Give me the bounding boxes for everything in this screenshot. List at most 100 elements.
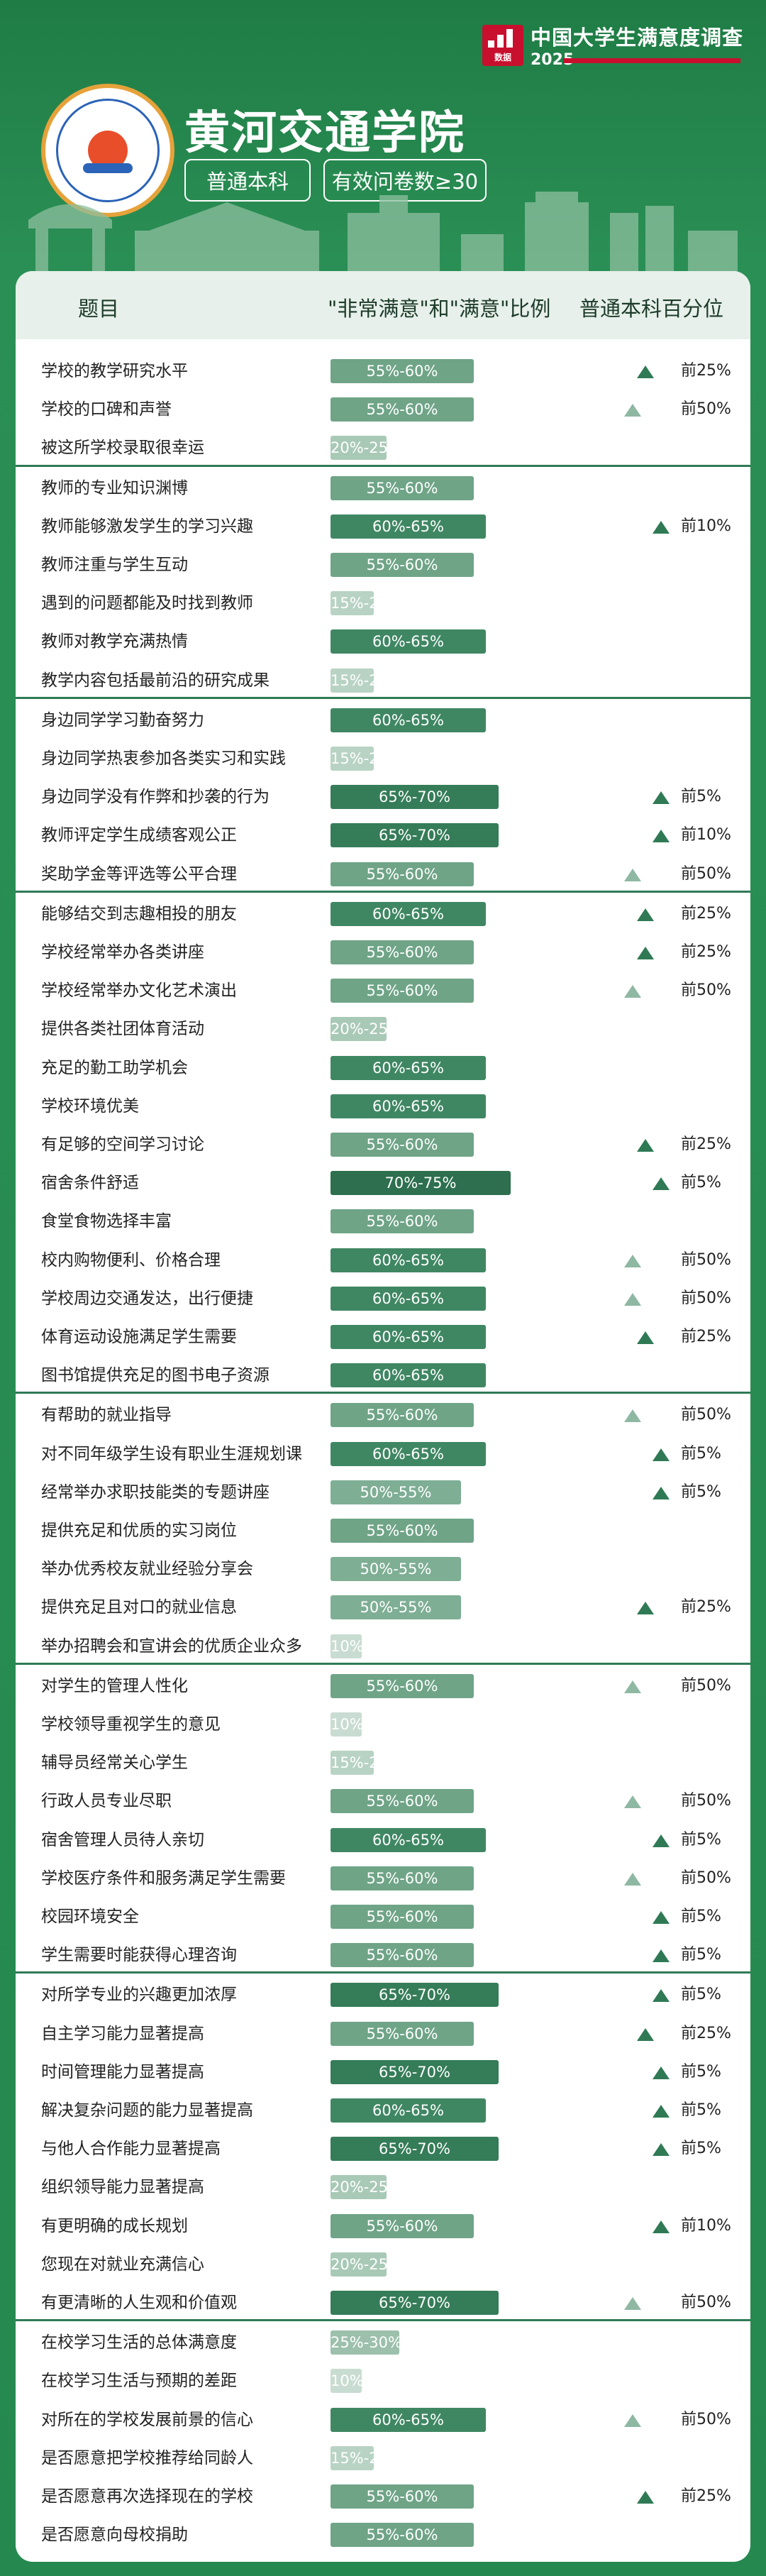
percentile-triangle-icon <box>653 520 670 534</box>
group-separator <box>16 1662 750 1665</box>
ratio-bar: 55%-60% <box>331 1209 474 1234</box>
ratio-bar: 60%-65% <box>331 1441 486 1466</box>
table-row: 有足够的空间学习讨论 55%-60% 前25% <box>16 1125 750 1164</box>
ratio-bar: 60%-65% <box>331 901 486 926</box>
brand-logo-text: 数据 <box>494 52 511 62</box>
table-row: 提供各类社团体育活动 20%-25% <box>16 1010 750 1048</box>
percentile-triangle-icon <box>624 985 641 998</box>
percentile-triangle-icon <box>637 1602 654 1615</box>
row-label: 提供充足且对口的就业信息 <box>41 1598 237 1617</box>
percentile-triangle-icon <box>637 365 654 378</box>
ratio-bar: 60%-65% <box>331 2098 486 2123</box>
percentile-triangle-icon <box>624 404 641 417</box>
table-row: 对所学专业的兴趣更加浓厚 65%-70% 前5% <box>16 1976 750 2014</box>
group-separator <box>16 1971 750 1974</box>
row-label: 与他人合作能力显著提高 <box>41 2140 221 2159</box>
campus-skyline-illustration <box>28 192 738 277</box>
percentile-triangle-icon <box>624 2297 641 2310</box>
row-label: 身边同学学习勤奋努力 <box>41 710 204 730</box>
percentile-rank: 前25% <box>681 943 731 961</box>
ratio-bar: 55%-60% <box>331 397 474 422</box>
table-row: 学校经常举办各类讲座 55%-60% 前25% <box>16 933 750 971</box>
percentile-rank: 前25% <box>681 904 731 923</box>
ratio-bar: 70%-75% <box>331 1171 511 1196</box>
ratio-bar: 15%-20% <box>331 747 402 771</box>
row-label: 行政人员专业尽职 <box>41 1792 172 1811</box>
header-item: 题目 <box>78 297 120 321</box>
row-label: 宿舍管理人员待人亲切 <box>41 1830 204 1849</box>
table-row: 辅导员经常关心学生 15%-20% <box>16 1744 750 1782</box>
percentile-rank: 前50% <box>681 1868 731 1887</box>
row-label: 是否愿意再次选择现在的学校 <box>41 2487 253 2506</box>
percentile-triangle-icon <box>624 868 641 881</box>
table-row: 是否愿意向母校捐助 55%-60% <box>16 2516 750 2554</box>
percentile-triangle-icon <box>624 1795 641 1809</box>
ratio-bar: 50%-55% <box>331 1480 461 1504</box>
ratio-bar: 55%-60% <box>331 475 474 500</box>
row-label: 充足的勤工助学机会 <box>41 1058 188 1077</box>
ratio-bar: 60%-65% <box>331 1827 486 1852</box>
percentile-triangle-icon <box>653 1177 670 1191</box>
percentile-triangle-icon <box>653 2066 670 2079</box>
row-label: 学校经常举办文化艺术演出 <box>41 981 237 1001</box>
ratio-bar: 60%-65% <box>331 629 486 654</box>
percentile-triangle-icon <box>637 1331 654 1344</box>
row-label: 组织领导能力显著提高 <box>41 2178 204 2197</box>
row-label: 宿舍条件舒适 <box>41 1174 139 1193</box>
brand-underline <box>563 58 740 63</box>
brand-title: 中国大学生满意度调查 <box>530 26 743 50</box>
ratio-bar: 50%-55% <box>331 1595 461 1620</box>
table-row: 充足的勤工助学机会 60%-65% <box>16 1049 750 1087</box>
row-label: 教师评定学生成绩客观公正 <box>41 826 237 845</box>
percentile-triangle-icon <box>653 1989 670 2003</box>
table-row: 提供充足和优质的实习岗位 55%-60% <box>16 1512 750 1550</box>
ratio-bar: 15%-20% <box>331 2445 402 2470</box>
table-row: 学校环境优美 60%-65% <box>16 1087 750 1125</box>
percentile-triangle-icon <box>624 1680 641 1693</box>
ratio-bar: 55%-60% <box>331 979 474 1003</box>
percentile-triangle-icon <box>653 2220 670 2233</box>
percentile-rank: 前50% <box>681 981 731 1000</box>
ratio-bar: 55%-60% <box>331 1789 474 1814</box>
percentile-rank: 前10% <box>681 2216 731 2235</box>
percentile-rank: 前5% <box>681 1908 721 1925</box>
row-label: 对学生的管理人性化 <box>41 1676 188 1695</box>
table-row: 教师评定学生成绩客观公正 65%-70% 前10% <box>16 816 750 854</box>
table-row: 学校领导重视学生的意见 10%-15% <box>16 1705 750 1744</box>
row-label: 对所在的学校发展前景的信心 <box>41 2410 253 2429</box>
table-row: 奖助学金等评选等公平合理 55%-60% 前50% <box>16 855 750 893</box>
row-label: 举办优秀校友就业经验分享会 <box>41 1560 253 1579</box>
percentile-triangle-icon <box>637 908 654 921</box>
table-row: 在校学习生活的总体满意度 25%-30% <box>16 2323 750 2362</box>
row-label: 自主学习能力显著提高 <box>41 2024 204 2043</box>
row-label: 身边同学热衷参加各类实习和实践 <box>41 749 286 768</box>
ratio-bar: 55%-60% <box>331 1943 474 1968</box>
row-label: 在校学习生活的总体满意度 <box>41 2333 237 2352</box>
table-row: 自主学习能力显著提高 55%-60% 前25% <box>16 2015 750 2053</box>
ratio-bar: 55%-60% <box>331 1866 474 1890</box>
table-row: 宿舍管理人员待人亲切 60%-65% 前5% <box>16 1821 750 1859</box>
table-row: 组织领导能力显著提高 20%-25% <box>16 2168 750 2206</box>
ratio-bar: 55%-60% <box>331 862 474 886</box>
ratio-bar: 60%-65% <box>331 1094 486 1118</box>
table-row: 校园环境安全 55%-60% 前5% <box>16 1898 750 1936</box>
row-label: 遇到的问题都能及时找到教师 <box>41 594 253 613</box>
satisfaction-table-card: 题目 "非常满意"和"满意"比例 普通本科百分位 学校的教学研究水平 55%-60… <box>16 271 750 2562</box>
ratio-bar: 55%-60% <box>331 553 474 577</box>
table-header: 题目 "非常满意"和"满意"比例 普通本科百分位 <box>16 271 750 339</box>
row-label: 时间管理能力显著提高 <box>41 2062 204 2081</box>
row-label: 提供充足和优质的实习岗位 <box>41 1521 237 1540</box>
percentile-rank: 前5% <box>681 1946 721 1964</box>
row-label: 教师注重与学生互动 <box>41 556 188 574</box>
ratio-bar: 20%-25% <box>331 2252 402 2277</box>
ratio-bar: 15%-20% <box>331 668 402 693</box>
percentile-triangle-icon <box>653 830 670 843</box>
ratio-bar: 15%-20% <box>331 1751 402 1776</box>
row-label: 学校的教学研究水平 <box>41 362 188 380</box>
ratio-bar: 55%-60% <box>331 1673 474 1698</box>
row-label: 学生需要时能获得心理咨询 <box>41 1946 237 1965</box>
row-label: 提供各类社团体育活动 <box>41 1020 204 1039</box>
row-label: 在校学习生活与预期的差距 <box>41 2372 237 2391</box>
table-row: 举办招聘会和宣讲会的优质企业众多 10%-15% <box>16 1627 750 1666</box>
table-row: 学校的教学研究水平 55%-60% 前25% <box>16 352 750 390</box>
